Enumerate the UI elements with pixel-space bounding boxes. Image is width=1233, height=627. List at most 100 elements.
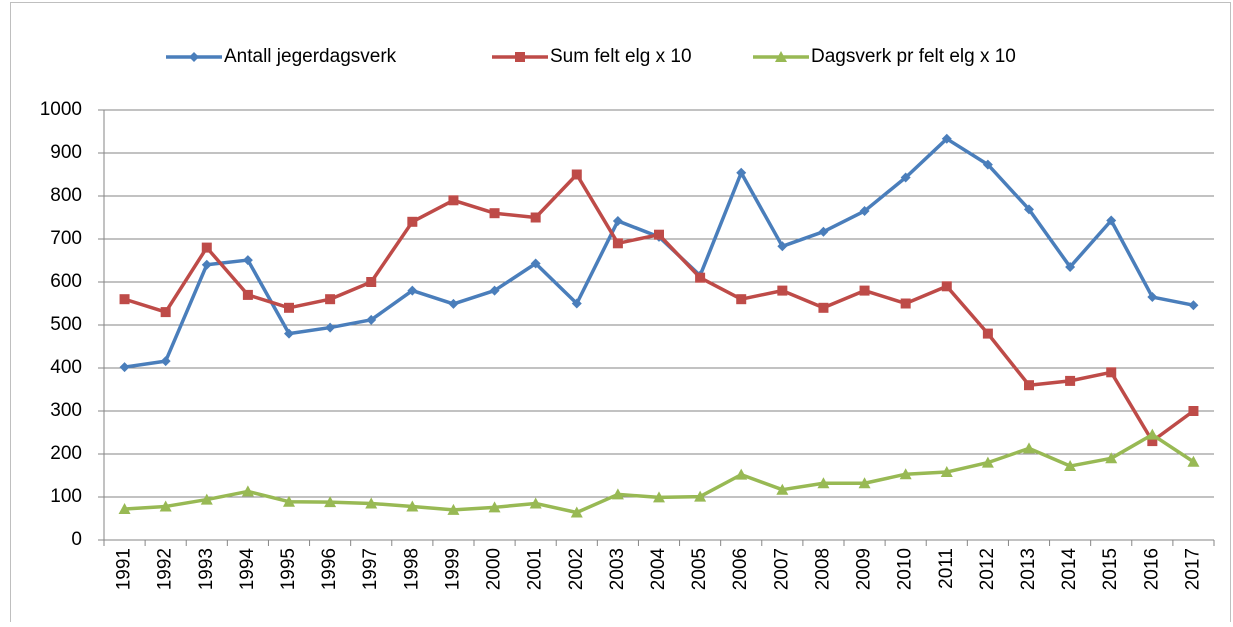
marker	[571, 169, 582, 180]
marker	[1146, 428, 1159, 440]
marker	[325, 294, 336, 305]
marker	[818, 226, 829, 237]
marker	[777, 241, 788, 252]
marker	[735, 468, 748, 480]
x-tick-label: 2006	[730, 548, 751, 590]
y-tick-label: 500	[50, 314, 82, 335]
marker	[284, 302, 294, 313]
marker	[1024, 204, 1034, 215]
legend-label: Sum felt elg x 10	[550, 46, 692, 67]
x-tick-label: 2015	[1100, 548, 1121, 590]
marker	[530, 212, 541, 223]
marker	[900, 172, 911, 183]
marker	[571, 298, 582, 309]
marker	[941, 133, 952, 144]
marker	[859, 206, 870, 217]
marker	[1188, 300, 1199, 311]
marker	[1106, 367, 1117, 378]
marker	[858, 477, 871, 489]
marker	[448, 195, 459, 206]
y-tick-label: 400	[50, 357, 82, 378]
marker	[325, 322, 336, 333]
y-tick-label: 600	[50, 271, 82, 292]
marker	[241, 485, 254, 497]
marker	[488, 501, 501, 513]
marker	[1064, 460, 1077, 472]
x-tick-label: 1994	[237, 548, 258, 591]
x-tick-label: 1991	[114, 548, 135, 590]
y-tick-label: 800	[50, 185, 82, 206]
marker	[1105, 452, 1118, 464]
marker	[242, 289, 253, 300]
marker	[200, 493, 213, 505]
marker	[941, 281, 952, 292]
marker	[201, 242, 212, 253]
x-tick-label: 2013	[1018, 548, 1039, 590]
x-tick-label: 1995	[278, 548, 299, 590]
chart-border	[10, 2, 1231, 627]
marker	[653, 491, 665, 503]
marker	[736, 294, 747, 305]
marker	[694, 490, 707, 502]
legend-label: Dagsverk pr felt elg x 10	[811, 46, 1016, 67]
y-tick-label: 900	[50, 142, 82, 163]
marker	[612, 215, 623, 226]
y-tick-label: 700	[50, 228, 82, 249]
marker	[1065, 375, 1076, 386]
x-tick-label: 1997	[360, 548, 381, 590]
marker	[1147, 436, 1158, 447]
marker	[570, 506, 583, 518]
marker	[366, 314, 377, 325]
marker	[201, 259, 212, 270]
marker	[982, 159, 993, 170]
marker	[940, 466, 953, 478]
y-tick-label: 200	[50, 443, 82, 464]
y-tick-label: 100	[50, 486, 82, 507]
x-tick-label: 1993	[196, 548, 217, 590]
marker	[119, 362, 130, 373]
marker	[611, 488, 624, 500]
x-tick-label: 2010	[895, 548, 916, 590]
marker	[447, 503, 460, 515]
y-tick-label: 1000	[40, 99, 82, 120]
marker	[160, 356, 171, 367]
x-tick-label: 2008	[812, 548, 833, 590]
marker	[407, 285, 418, 296]
marker	[189, 52, 199, 62]
x-tick-label: 2004	[648, 548, 669, 591]
marker	[777, 285, 788, 296]
y-tick-label: 0	[71, 529, 82, 550]
marker	[160, 307, 171, 318]
marker	[489, 285, 500, 296]
x-tick-label: 1996	[319, 548, 340, 590]
marker	[1023, 442, 1035, 454]
x-tick-label: 2003	[607, 548, 628, 590]
marker	[775, 51, 787, 62]
x-tick-label: 2011	[936, 548, 957, 589]
marker	[530, 258, 541, 269]
marker	[817, 477, 830, 489]
marker	[899, 468, 912, 480]
marker	[242, 255, 253, 266]
marker	[859, 285, 870, 296]
x-tick-label: 2014	[1059, 548, 1080, 591]
x-tick-label: 2000	[484, 548, 505, 590]
marker	[695, 272, 706, 283]
x-tick-label: 2002	[566, 548, 587, 590]
marker	[489, 208, 500, 219]
x-tick-label: 2001	[525, 548, 546, 590]
x-tick-label: 2016	[1141, 548, 1162, 590]
marker	[736, 167, 747, 178]
marker	[159, 500, 172, 512]
marker	[119, 294, 130, 305]
legend-label: Antall jegerdagsverk	[224, 46, 397, 67]
marker	[324, 496, 337, 508]
marker	[1065, 261, 1076, 272]
marker	[981, 456, 994, 468]
x-tick-label: 2012	[977, 548, 998, 590]
x-tick-label: 2017	[1182, 548, 1203, 590]
marker	[118, 503, 131, 515]
x-tick-label: 2005	[689, 548, 710, 590]
marker	[284, 328, 294, 339]
